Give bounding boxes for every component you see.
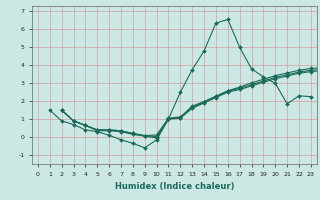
X-axis label: Humidex (Indice chaleur): Humidex (Indice chaleur) bbox=[115, 182, 234, 191]
